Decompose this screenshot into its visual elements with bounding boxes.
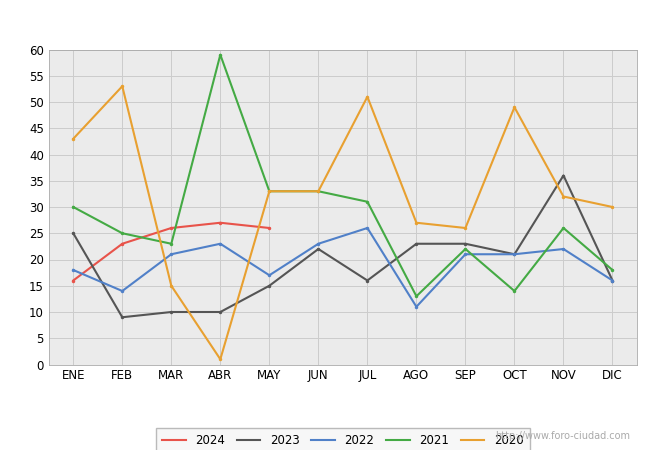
Legend: 2024, 2023, 2022, 2021, 2020: 2024, 2023, 2022, 2021, 2020 <box>156 428 530 450</box>
Text: Matriculaciones de Vehiculos en Cocentaina: Matriculaciones de Vehiculos en Cocentai… <box>148 13 502 28</box>
Text: http://www.foro-ciudad.com: http://www.foro-ciudad.com <box>495 431 630 441</box>
